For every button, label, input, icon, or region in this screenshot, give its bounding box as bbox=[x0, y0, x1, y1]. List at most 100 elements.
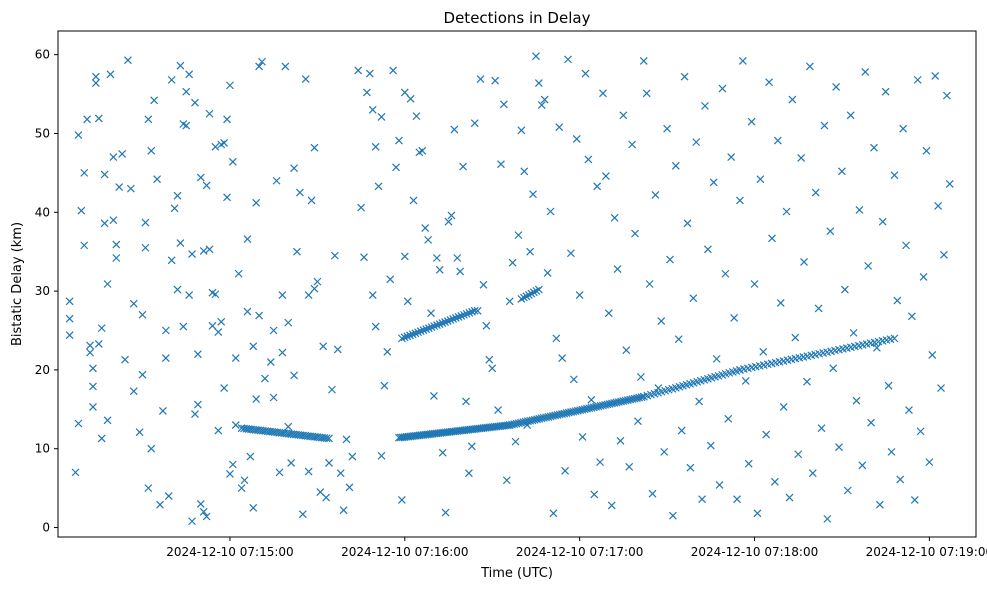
data-point bbox=[878, 217, 887, 226]
data-point bbox=[546, 207, 555, 216]
data-point bbox=[782, 207, 791, 216]
data-point bbox=[666, 255, 674, 264]
data-point bbox=[479, 280, 488, 289]
data-point bbox=[228, 157, 237, 166]
data-point bbox=[502, 476, 511, 485]
data-point bbox=[698, 495, 706, 504]
y-tick-label: 50 bbox=[35, 126, 50, 140]
data-point bbox=[412, 112, 421, 121]
data-point bbox=[118, 150, 127, 158]
data-point bbox=[529, 190, 537, 199]
data-point bbox=[362, 88, 371, 97]
track-point bbox=[406, 331, 414, 340]
data-point bbox=[176, 61, 185, 70]
data-point bbox=[835, 443, 843, 452]
data-point bbox=[765, 78, 774, 87]
data-point bbox=[193, 400, 202, 409]
data-point bbox=[141, 243, 150, 252]
data-point bbox=[185, 70, 194, 79]
data-point bbox=[604, 309, 613, 318]
data-point bbox=[121, 355, 129, 364]
data-point bbox=[147, 146, 156, 155]
data-point bbox=[336, 469, 345, 478]
data-point bbox=[447, 211, 456, 220]
data-point bbox=[205, 245, 214, 254]
data-point bbox=[211, 142, 220, 151]
data-point bbox=[214, 426, 223, 435]
data-point bbox=[91, 79, 100, 87]
data-point bbox=[89, 382, 97, 391]
data-point bbox=[703, 245, 712, 254]
data-point bbox=[875, 500, 884, 509]
data-point bbox=[890, 171, 899, 180]
track-point bbox=[462, 309, 471, 318]
data-point bbox=[421, 224, 430, 232]
data-point bbox=[768, 234, 776, 243]
data-point bbox=[307, 196, 316, 205]
data-point bbox=[689, 294, 698, 303]
data-point bbox=[511, 437, 520, 446]
data-point bbox=[395, 136, 403, 145]
track-point bbox=[419, 326, 428, 335]
data-point bbox=[756, 175, 765, 184]
data-point bbox=[770, 477, 779, 486]
data-point bbox=[65, 297, 74, 306]
data-point bbox=[199, 507, 208, 516]
data-point bbox=[686, 463, 695, 472]
data-point bbox=[167, 256, 176, 265]
data-point bbox=[94, 114, 103, 123]
data-point bbox=[808, 469, 817, 478]
data-point bbox=[389, 66, 398, 75]
data-point bbox=[103, 416, 112, 425]
data-point bbox=[304, 291, 313, 299]
data-point bbox=[188, 517, 196, 526]
data-point bbox=[342, 435, 351, 444]
data-point bbox=[325, 458, 333, 467]
data-point bbox=[89, 403, 97, 411]
data-point bbox=[744, 459, 753, 468]
x-axis-label: Time (UTC) bbox=[480, 566, 553, 581]
data-point bbox=[826, 227, 835, 236]
data-point bbox=[750, 280, 759, 288]
data-point bbox=[281, 62, 290, 71]
data-point bbox=[701, 101, 709, 110]
data-point bbox=[328, 385, 336, 394]
data-point bbox=[464, 469, 473, 478]
data-point bbox=[540, 95, 549, 104]
data-point bbox=[733, 495, 741, 504]
data-point bbox=[258, 57, 266, 66]
data-point bbox=[400, 88, 409, 97]
data-point bbox=[680, 72, 689, 81]
data-point bbox=[916, 427, 925, 436]
track-point bbox=[435, 320, 444, 329]
data-point bbox=[371, 322, 380, 331]
x-tick-label: 2024-12-10 07:17:00 bbox=[516, 545, 643, 559]
data-point bbox=[255, 62, 264, 71]
data-point bbox=[692, 138, 701, 147]
data-point bbox=[887, 447, 896, 456]
data-point bbox=[537, 101, 546, 110]
data-point bbox=[668, 511, 677, 520]
data-point bbox=[106, 70, 115, 79]
data-point bbox=[654, 384, 663, 392]
data-point bbox=[785, 493, 794, 502]
data-point bbox=[129, 387, 138, 396]
data-point bbox=[167, 75, 176, 84]
data-point bbox=[304, 467, 313, 476]
data-point bbox=[902, 241, 910, 250]
data-point bbox=[354, 66, 363, 75]
data-point bbox=[109, 153, 118, 162]
data-point bbox=[625, 462, 634, 471]
data-point bbox=[736, 196, 744, 205]
track-point bbox=[890, 334, 899, 343]
data-point bbox=[173, 191, 182, 200]
y-axis-label: Bistatic Delay (km) bbox=[10, 222, 25, 346]
track-point bbox=[430, 322, 439, 331]
data-point bbox=[397, 496, 406, 504]
track-point bbox=[422, 325, 431, 334]
data-point bbox=[488, 364, 497, 373]
data-point bbox=[552, 334, 561, 343]
data-point bbox=[549, 509, 558, 518]
data-point bbox=[596, 458, 604, 467]
data-point bbox=[103, 280, 112, 288]
